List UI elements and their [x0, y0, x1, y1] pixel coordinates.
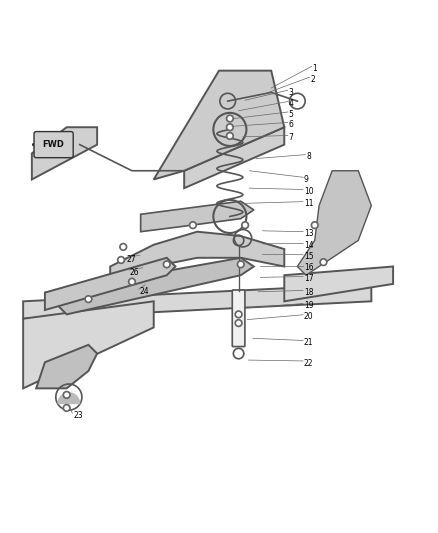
Text: 16: 16 [304, 263, 314, 272]
Text: 6: 6 [289, 120, 293, 129]
Circle shape [189, 222, 196, 229]
Polygon shape [45, 258, 254, 314]
Polygon shape [184, 127, 284, 188]
Polygon shape [284, 266, 393, 301]
Circle shape [128, 278, 135, 285]
Circle shape [228, 134, 232, 138]
Circle shape [235, 311, 242, 318]
Circle shape [237, 313, 240, 316]
Text: 15: 15 [304, 253, 314, 261]
Text: 20: 20 [304, 312, 314, 321]
Polygon shape [297, 171, 371, 275]
Circle shape [228, 125, 232, 129]
Circle shape [311, 222, 318, 229]
Circle shape [63, 391, 70, 398]
Text: 17: 17 [304, 274, 314, 283]
Text: 10: 10 [304, 187, 314, 196]
Text: 7: 7 [289, 133, 293, 142]
Text: 4: 4 [289, 99, 293, 108]
Polygon shape [23, 284, 371, 319]
Text: 18: 18 [304, 288, 313, 297]
Text: 21: 21 [304, 338, 313, 347]
Circle shape [313, 223, 317, 227]
Circle shape [226, 133, 233, 140]
Circle shape [120, 244, 127, 251]
Text: 23: 23 [73, 411, 83, 420]
Circle shape [320, 259, 327, 265]
Circle shape [65, 406, 68, 410]
Circle shape [226, 115, 233, 122]
FancyBboxPatch shape [232, 290, 245, 346]
Circle shape [165, 263, 169, 266]
Circle shape [87, 297, 90, 301]
Circle shape [322, 261, 325, 264]
Circle shape [117, 256, 124, 263]
Text: 22: 22 [304, 359, 313, 368]
Circle shape [244, 223, 247, 227]
Text: 11: 11 [304, 199, 313, 208]
Circle shape [85, 296, 92, 303]
Wedge shape [58, 393, 80, 403]
Polygon shape [23, 301, 154, 389]
Text: 14: 14 [304, 241, 314, 250]
Circle shape [237, 321, 240, 325]
Text: 19: 19 [304, 301, 314, 310]
Text: 24: 24 [140, 287, 149, 296]
Text: 1: 1 [313, 64, 317, 73]
Text: 3: 3 [289, 88, 293, 97]
Polygon shape [36, 345, 97, 389]
Circle shape [228, 117, 232, 120]
Polygon shape [154, 71, 284, 180]
Polygon shape [32, 127, 97, 180]
Polygon shape [110, 232, 284, 284]
Circle shape [191, 223, 194, 227]
Text: 27: 27 [127, 255, 136, 264]
Circle shape [63, 405, 70, 411]
FancyBboxPatch shape [34, 132, 73, 158]
Circle shape [226, 124, 233, 131]
Text: 26: 26 [130, 268, 139, 277]
Circle shape [237, 261, 244, 268]
Polygon shape [45, 258, 176, 310]
Text: 8: 8 [306, 152, 311, 161]
Text: 2: 2 [311, 75, 315, 84]
Circle shape [119, 258, 123, 262]
Circle shape [242, 222, 249, 229]
Polygon shape [141, 201, 254, 232]
Text: 13: 13 [304, 229, 314, 238]
Circle shape [121, 245, 125, 249]
Circle shape [235, 320, 242, 327]
Circle shape [239, 263, 243, 266]
Circle shape [163, 261, 170, 268]
Circle shape [65, 393, 68, 397]
Circle shape [130, 280, 134, 284]
Text: 9: 9 [304, 175, 309, 184]
Text: FWD: FWD [42, 140, 64, 149]
Text: 5: 5 [289, 110, 293, 119]
